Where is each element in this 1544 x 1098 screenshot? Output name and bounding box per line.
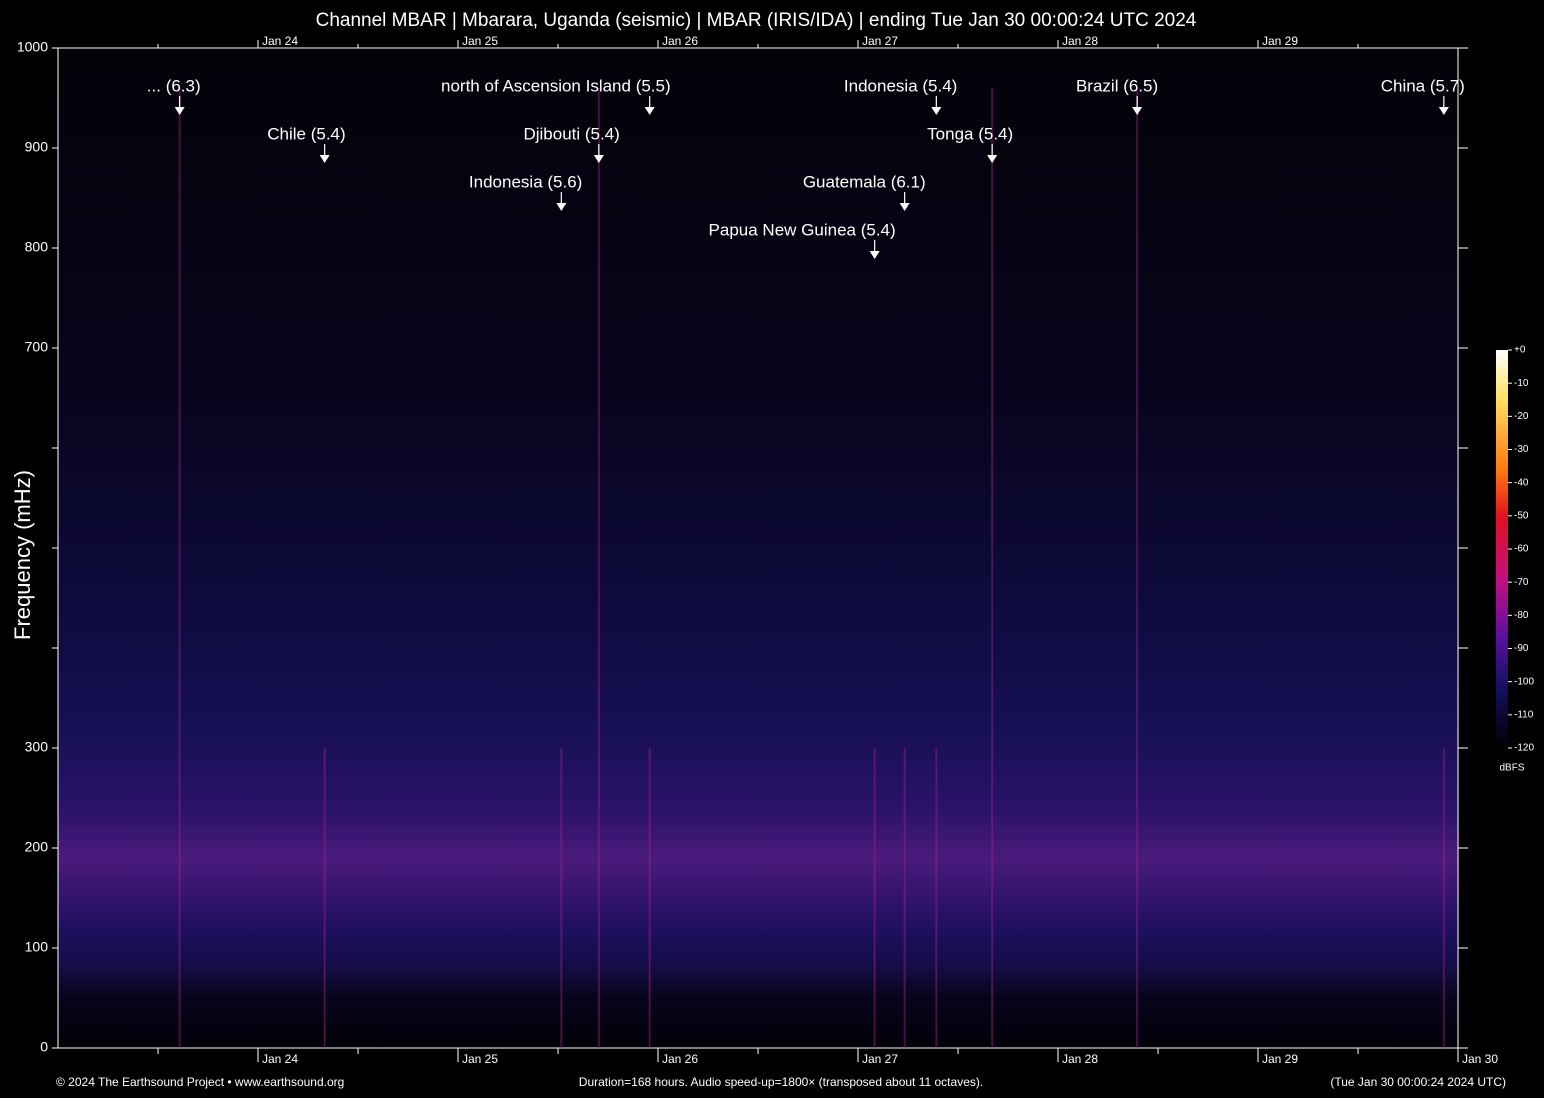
event-arrowhead bbox=[593, 155, 604, 163]
x-tick-label: Jan 25 bbox=[462, 1052, 498, 1066]
x-tick-label: Jan 24 bbox=[262, 1052, 298, 1066]
event-arrowhead bbox=[556, 203, 567, 211]
event-label: north of Ascension Island (5.5) bbox=[441, 76, 671, 95]
colorbar bbox=[1496, 350, 1508, 748]
event-arrowhead bbox=[987, 155, 998, 163]
event-arrowhead bbox=[1438, 107, 1449, 115]
event-label: ... (6.3) bbox=[147, 76, 201, 95]
event-label: Chile (5.4) bbox=[267, 124, 345, 143]
colorbar-tick-label: -40 bbox=[1514, 477, 1529, 488]
x-tick-label-top: Jan 24 bbox=[262, 34, 298, 48]
event-arrowhead bbox=[869, 251, 880, 259]
colorbar-label: dBFS bbox=[1499, 763, 1524, 774]
event-arrowhead bbox=[931, 107, 942, 115]
event-label: Indonesia (5.6) bbox=[469, 172, 582, 191]
event-label: Guatemala (6.1) bbox=[803, 172, 926, 191]
x-tick-label: Jan 28 bbox=[1062, 1052, 1098, 1066]
x-tick-label-top: Jan 25 bbox=[462, 34, 498, 48]
event-label: Brazil (6.5) bbox=[1076, 76, 1158, 95]
event-label: Djibouti (5.4) bbox=[523, 124, 619, 143]
event-label: Indonesia (5.4) bbox=[844, 76, 957, 95]
colorbar-tick-label: -90 bbox=[1514, 643, 1529, 654]
colorbar-tick-label: -110 bbox=[1514, 709, 1534, 720]
colorbar-tick-label: +0 bbox=[1514, 345, 1526, 356]
colorbar-tick-label: -30 bbox=[1514, 444, 1529, 455]
x-tick-label-top: Jan 29 bbox=[1262, 34, 1298, 48]
y-tick-label: 100 bbox=[25, 939, 49, 955]
x-tick-label: Jan 30 bbox=[1462, 1052, 1498, 1066]
y-tick-label: 200 bbox=[25, 839, 49, 855]
colorbar-tick-label: -80 bbox=[1514, 610, 1529, 621]
footer-center: Duration=168 hours. Audio speed-up=1800×… bbox=[579, 1075, 983, 1089]
event-label: Tonga (5.4) bbox=[927, 124, 1013, 143]
event-arrowhead bbox=[899, 203, 910, 211]
event-arrowhead bbox=[644, 107, 655, 115]
colorbar-tick-label: -100 bbox=[1514, 676, 1534, 687]
colorbar-tick-label: -20 bbox=[1514, 411, 1529, 422]
event-arrowhead bbox=[174, 107, 185, 115]
event-label: China (5.7) bbox=[1381, 76, 1465, 95]
y-tick-label: 900 bbox=[25, 139, 49, 155]
colorbar-tick-label: -60 bbox=[1514, 544, 1529, 555]
y-tick-label: 0 bbox=[40, 1039, 48, 1055]
footer-right: (Tue Jan 30 00:00:24 2024 UTC) bbox=[1330, 1075, 1506, 1089]
x-tick-label: Jan 29 bbox=[1262, 1052, 1298, 1066]
y-tick-label: 300 bbox=[25, 739, 49, 755]
y-axis-label: Frequency (mHz) bbox=[10, 470, 35, 640]
footer-left: © 2024 The Earthsound Project • www.eart… bbox=[56, 1075, 344, 1089]
spectrogram-image bbox=[58, 48, 1458, 1048]
chart-title: Channel MBAR | Mbarara, Uganda (seismic)… bbox=[316, 10, 1197, 31]
colorbar-tick-label: -50 bbox=[1514, 510, 1529, 521]
event-arrowhead bbox=[319, 155, 330, 163]
colorbar-tick-label: -120 bbox=[1514, 743, 1534, 754]
x-tick-label: Jan 27 bbox=[862, 1052, 898, 1066]
colorbar-tick-label: -70 bbox=[1514, 577, 1529, 588]
y-tick-label: 700 bbox=[25, 339, 49, 355]
x-tick-label: Jan 26 bbox=[662, 1052, 698, 1066]
y-tick-label: 800 bbox=[25, 239, 49, 255]
x-tick-label-top: Jan 26 bbox=[662, 34, 698, 48]
colorbar-tick-label: -10 bbox=[1514, 378, 1529, 389]
y-tick-label: 1000 bbox=[17, 39, 48, 55]
x-tick-label-top: Jan 28 bbox=[1062, 34, 1098, 48]
event-label: Papua New Guinea (5.4) bbox=[709, 220, 896, 239]
event-arrowhead bbox=[1132, 107, 1143, 115]
x-tick-label-top: Jan 27 bbox=[862, 34, 898, 48]
